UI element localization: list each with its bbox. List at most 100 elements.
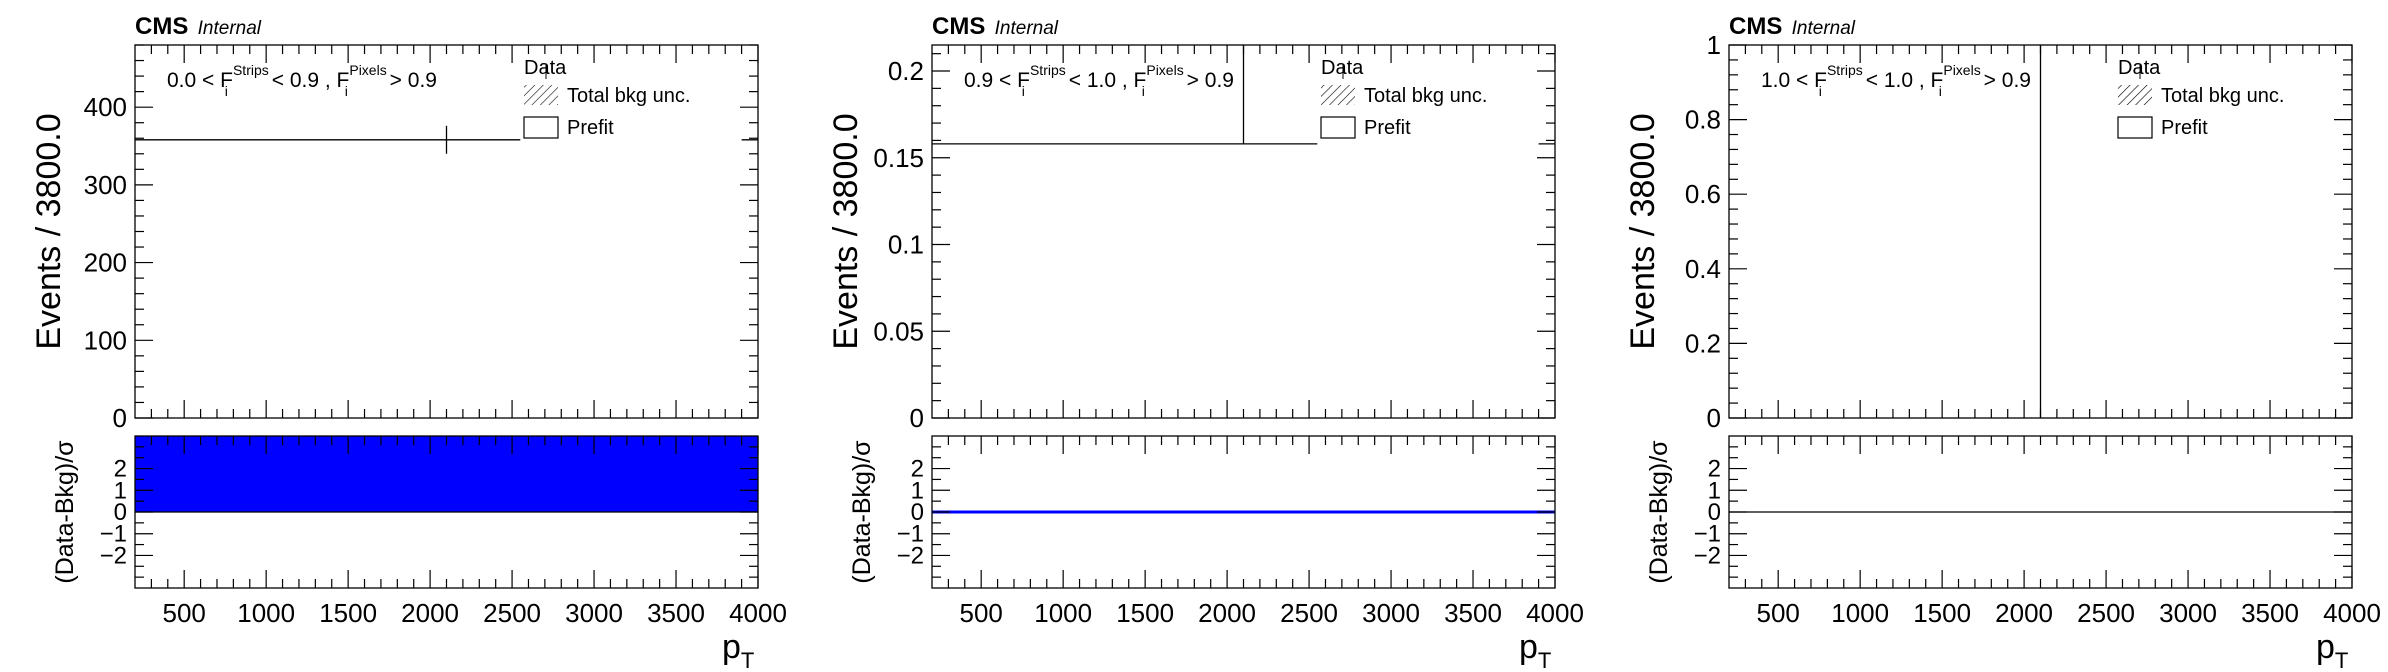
- legend-bkg-unc-label: Total bkg unc.: [2161, 85, 2284, 107]
- x-axis-label-sub: T: [1538, 648, 1551, 672]
- ratio-y-tick-label: −2: [897, 542, 924, 569]
- y-tick-label: 100: [84, 325, 127, 355]
- x-tick-label: 2500: [483, 598, 541, 628]
- x-tick-label: 3500: [1444, 598, 1502, 628]
- y-tick-label: 1: [1707, 30, 1721, 60]
- x-tick-label: 3000: [2159, 598, 2217, 628]
- legend-prefit-label: Prefit: [1364, 117, 1411, 139]
- selection-f-pixels: F: [1931, 69, 1944, 92]
- legend-bkg-unc-label: Total bkg unc.: [1364, 85, 1487, 107]
- ratio-y-tick-label: −2: [1694, 542, 1721, 569]
- selection-f-strips: F: [1814, 69, 1827, 92]
- selection-pixels-sub: i: [1939, 83, 1942, 99]
- experiment-name: CMS: [135, 13, 188, 40]
- x-tick-label: 1000: [1034, 598, 1092, 628]
- selection-strips-sub: i: [1022, 83, 1025, 99]
- legend-bkg-unc-swatch: [524, 85, 558, 105]
- x-axis-label: pT: [722, 628, 754, 672]
- experiment-label: CMS Internal: [932, 13, 1059, 40]
- selection-f-strips: F: [1017, 69, 1030, 92]
- selection-pixels-sub: i: [1142, 83, 1145, 99]
- y-tick-label: 0.2: [888, 56, 924, 86]
- x-tick-label: 2500: [2077, 598, 2135, 628]
- ratio-y-tick-label: −1: [100, 521, 127, 548]
- selection-pix-cut: > 0.9: [1978, 69, 2031, 92]
- selection-label: 0.9 < FStrips i < 1.0 , FPixels i > 0.9: [964, 62, 1234, 99]
- selection-f-strips: F: [220, 69, 233, 92]
- ratio-y-tick-label: 2: [114, 456, 127, 483]
- ratio-fill-band: [135, 436, 758, 512]
- selection-pixels-sup: Pixels: [349, 62, 386, 78]
- chart-panel-2: 0 0.05 0.1 0.15 0.2 Events / 3800.0 CMS Intern…: [827, 13, 1584, 672]
- selection-lo: 0.9 <: [964, 69, 1017, 92]
- x-tick-label: 4000: [1526, 598, 1584, 628]
- selection-hi: < 1.0 ,: [1063, 69, 1134, 92]
- x-axis-label-sub: T: [741, 648, 754, 672]
- selection-label: 0.0 < FStrips i < 0.9 , FPixels i > 0.9: [167, 62, 437, 99]
- x-axis-label: pT: [2316, 628, 2348, 672]
- selection-lo: 1.0 <: [1761, 69, 1814, 92]
- ratio-y-axis-label: (Data-Bkg)/σ: [51, 440, 79, 584]
- status-label: Internal: [192, 18, 261, 39]
- ratio-y-axis-label: (Data-Bkg)/σ: [848, 440, 876, 584]
- selection-strips-sup: Strips: [1827, 62, 1863, 78]
- legend-prefit-label: Prefit: [567, 117, 614, 139]
- selection-hi: < 1.0 ,: [1860, 69, 1931, 92]
- y-tick-label: 0.2: [1685, 328, 1721, 358]
- x-tick-label: 2500: [1280, 598, 1338, 628]
- y-tick-label: 0: [1707, 403, 1721, 433]
- ratio-y-tick-label: −1: [1694, 521, 1721, 548]
- status-label: Internal: [989, 18, 1058, 39]
- y-axis-label: Events / 3800.0: [30, 113, 68, 349]
- x-axis-label-sub: T: [2335, 648, 2348, 672]
- selection-pixels-sup: Pixels: [1943, 62, 1980, 78]
- main-pad: 0 0.2 0.4 0.6 0.8 1 Events / 3800.0 CMS Interna…: [1624, 13, 2353, 433]
- ratio-y-axis-label: (Data-Bkg)/σ: [1645, 440, 1673, 584]
- x-tick-label: 1000: [237, 598, 295, 628]
- main-pad: 0 100 200 300 400 Events / 3800.0 CMS Internal…: [30, 13, 759, 433]
- y-tick-label: 200: [84, 248, 127, 278]
- ratio-y-tick-label: 1: [1708, 477, 1721, 504]
- x-axis-label-main: p: [1519, 628, 1538, 666]
- selection-pixels-sub: i: [345, 83, 348, 99]
- experiment-name: CMS: [1729, 13, 1782, 40]
- selection-hi: < 0.9 ,: [266, 69, 337, 92]
- y-tick-label: 400: [84, 92, 127, 122]
- selection-f-pixels: F: [337, 69, 350, 92]
- legend-prefit-label: Prefit: [2161, 117, 2208, 139]
- x-tick-label: 3000: [565, 598, 623, 628]
- x-tick-label: 500: [1756, 598, 1799, 628]
- x-tick-label: 3500: [2241, 598, 2299, 628]
- legend-prefit-swatch: [523, 116, 559, 139]
- y-tick-label: 0.15: [873, 143, 924, 173]
- chart-panel-3: 0 0.2 0.4 0.6 0.8 1 Events / 3800.0 CMS Interna…: [1624, 13, 2381, 672]
- ratio-y-tick-label: −1: [897, 521, 924, 548]
- ratio-y-tick-label: 2: [911, 456, 924, 483]
- chart-panel-1: 0 100 200 300 400 Events / 3800.0 CMS Internal…: [30, 13, 787, 672]
- experiment-label: CMS Internal: [135, 13, 262, 40]
- legend-bkg-unc-label: Total bkg unc.: [567, 85, 690, 107]
- x-tick-label: 4000: [2323, 598, 2381, 628]
- x-axis-label-main: p: [2316, 628, 2335, 666]
- y-tick-label: 0.6: [1685, 179, 1721, 209]
- x-tick-label: 3500: [647, 598, 705, 628]
- ratio-y-tick-label: −2: [100, 542, 127, 569]
- status-label: Internal: [1786, 18, 1855, 39]
- y-tick-label: 300: [84, 170, 127, 200]
- x-tick-label: 3000: [1362, 598, 1420, 628]
- legend-prefit-swatch: [1320, 116, 1356, 139]
- x-tick-label: 1500: [1116, 598, 1174, 628]
- selection-strips-sub: i: [225, 83, 228, 99]
- selection-strips-sup: Strips: [233, 62, 269, 78]
- x-tick-label: 4000: [729, 598, 787, 628]
- x-tick-label: 1000: [1831, 598, 1889, 628]
- x-axis-label-main: p: [722, 628, 741, 666]
- x-tick-label: 1500: [1913, 598, 1971, 628]
- x-tick-label: 2000: [1995, 598, 2053, 628]
- x-tick-label: 500: [959, 598, 1002, 628]
